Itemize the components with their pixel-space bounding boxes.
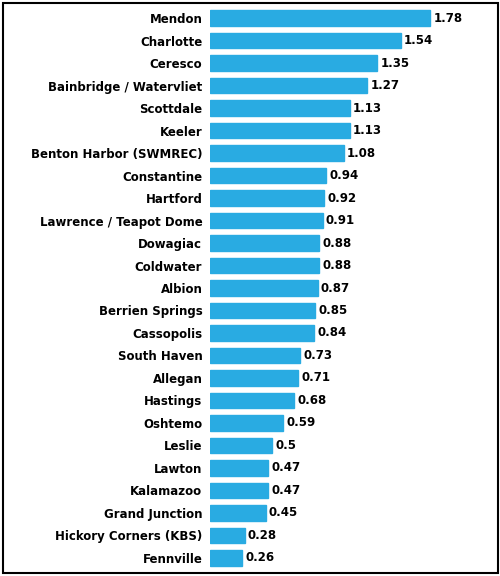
Bar xyxy=(210,78,367,93)
Bar xyxy=(210,325,314,341)
Text: 0.71: 0.71 xyxy=(301,372,330,384)
Text: 0.47: 0.47 xyxy=(272,461,300,475)
Text: 0.85: 0.85 xyxy=(318,304,348,317)
Bar xyxy=(210,528,244,543)
Bar xyxy=(210,302,315,319)
Text: 0.26: 0.26 xyxy=(246,551,274,564)
Bar xyxy=(210,257,319,274)
Bar xyxy=(210,505,266,521)
Bar xyxy=(210,235,319,251)
Text: 0.84: 0.84 xyxy=(317,327,346,339)
Bar xyxy=(210,415,283,431)
Text: 0.47: 0.47 xyxy=(272,484,300,497)
Bar xyxy=(210,10,430,26)
Text: 0.73: 0.73 xyxy=(304,349,332,362)
Bar xyxy=(210,438,272,453)
Bar xyxy=(210,168,326,183)
Text: 0.91: 0.91 xyxy=(326,214,355,227)
Text: 0.5: 0.5 xyxy=(275,439,296,452)
Bar xyxy=(210,213,322,229)
Text: 0.45: 0.45 xyxy=(269,506,298,520)
Bar xyxy=(210,483,268,498)
Bar xyxy=(210,190,324,206)
Text: 0.28: 0.28 xyxy=(248,529,277,542)
Bar xyxy=(210,55,377,71)
Text: 0.88: 0.88 xyxy=(322,237,352,249)
Text: 1.27: 1.27 xyxy=(370,79,400,92)
Bar xyxy=(210,460,268,476)
Bar xyxy=(210,370,298,386)
Text: 1.35: 1.35 xyxy=(380,56,410,70)
Bar xyxy=(210,393,294,408)
Text: 1.54: 1.54 xyxy=(404,34,433,47)
Bar xyxy=(210,100,350,116)
Bar xyxy=(210,33,400,48)
Text: 1.78: 1.78 xyxy=(434,12,462,25)
Text: 0.87: 0.87 xyxy=(321,282,350,294)
Bar xyxy=(210,145,344,161)
Text: 0.59: 0.59 xyxy=(286,416,316,430)
Text: 1.13: 1.13 xyxy=(353,124,382,137)
Text: 0.94: 0.94 xyxy=(330,169,358,182)
Text: 1.08: 1.08 xyxy=(347,146,376,160)
Bar xyxy=(210,123,350,138)
Bar xyxy=(210,550,242,566)
Text: 0.92: 0.92 xyxy=(327,192,356,204)
Bar xyxy=(210,347,300,363)
Text: 0.88: 0.88 xyxy=(322,259,352,272)
Text: 0.68: 0.68 xyxy=(298,394,326,407)
Bar xyxy=(210,280,318,296)
Text: 1.13: 1.13 xyxy=(353,101,382,115)
